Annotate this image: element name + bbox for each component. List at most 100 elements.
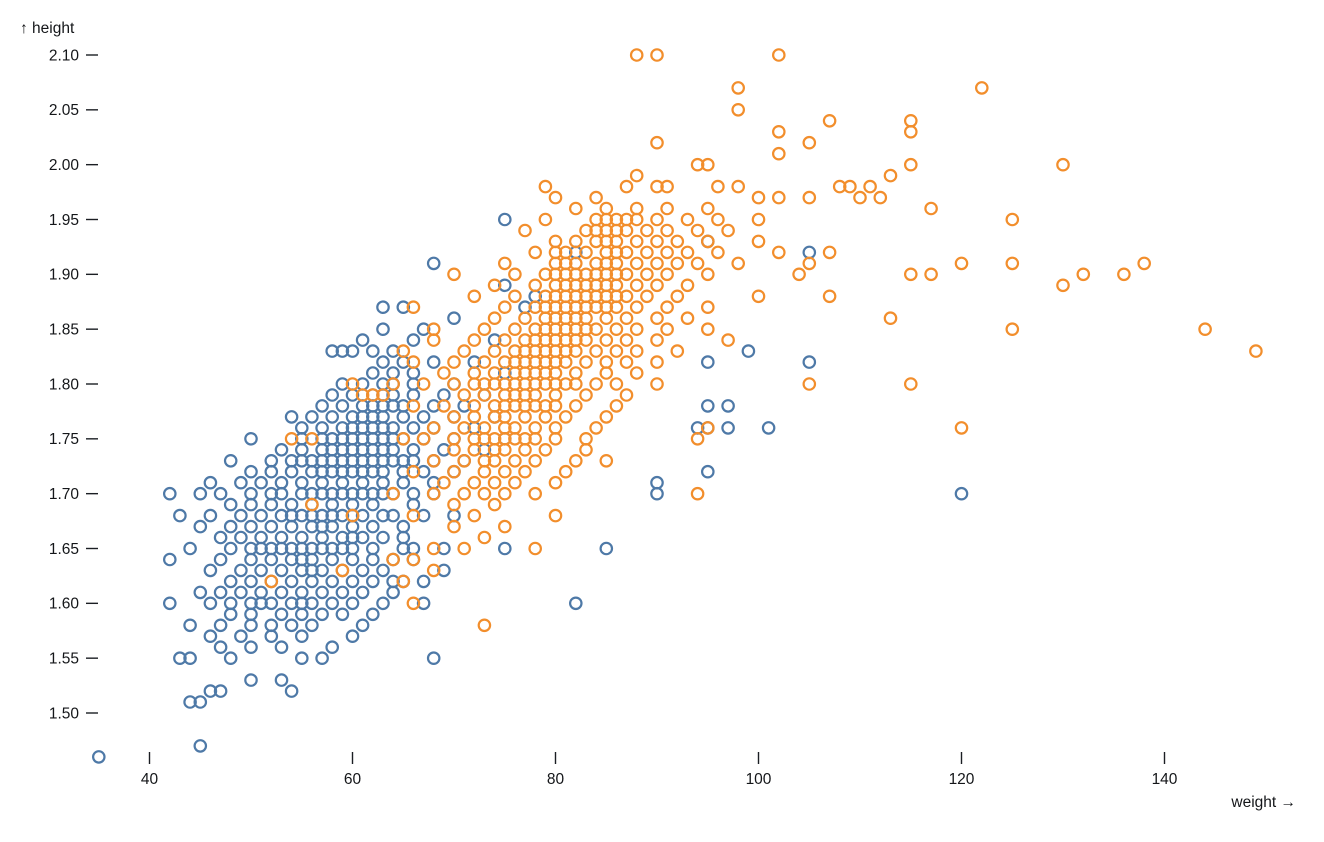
data-point xyxy=(335,585,350,600)
data-point xyxy=(376,596,390,611)
data-point xyxy=(548,421,563,435)
data-point xyxy=(305,574,319,589)
data-point xyxy=(264,574,279,589)
data-point xyxy=(416,464,431,479)
data-point xyxy=(294,651,309,665)
data-point xyxy=(467,475,482,490)
data-point xyxy=(274,585,289,600)
data-point xyxy=(721,223,735,238)
data-point xyxy=(558,410,573,424)
data-point xyxy=(244,607,258,622)
data-point xyxy=(538,410,553,424)
data-point xyxy=(497,256,512,271)
data-point xyxy=(487,399,502,413)
data-point xyxy=(264,519,279,534)
data-point xyxy=(264,541,279,556)
data-point xyxy=(487,344,502,358)
data-point xyxy=(619,333,634,347)
data-point xyxy=(426,333,441,347)
data-point xyxy=(629,322,644,336)
data-point xyxy=(609,344,624,358)
data-point xyxy=(406,333,421,347)
data-point xyxy=(508,453,522,468)
data-point xyxy=(650,486,664,501)
data-point xyxy=(457,388,471,402)
data-point xyxy=(538,212,553,227)
data-point xyxy=(264,453,279,468)
data-point xyxy=(680,212,695,227)
data-point xyxy=(447,377,461,391)
data-point xyxy=(406,399,421,413)
data-point xyxy=(416,431,431,446)
data-point xyxy=(203,475,218,490)
data-point xyxy=(345,377,360,391)
data-point xyxy=(315,563,329,578)
data-point xyxy=(386,585,400,600)
data-point xyxy=(173,651,187,665)
data-point xyxy=(487,278,502,293)
data-point xyxy=(234,629,248,643)
data-point xyxy=(711,212,725,227)
data-point xyxy=(650,48,664,62)
x-tick-label: 120 xyxy=(949,771,975,788)
data-point xyxy=(203,563,218,578)
data-point xyxy=(751,190,766,205)
y-tick-label: 1.60 xyxy=(49,596,80,613)
data-point xyxy=(376,530,390,545)
data-point xyxy=(883,168,898,183)
data-point xyxy=(315,607,329,622)
data-point xyxy=(700,355,715,369)
data-point xyxy=(163,486,177,501)
data-point xyxy=(437,563,451,578)
data-point xyxy=(193,739,208,753)
data-point xyxy=(629,201,644,216)
data-point xyxy=(619,355,634,369)
data-point xyxy=(335,530,350,545)
data-point xyxy=(447,431,461,446)
data-point xyxy=(548,190,563,205)
data-point xyxy=(376,300,390,314)
data-point xyxy=(193,486,208,501)
data-point xyxy=(345,486,360,501)
data-point xyxy=(254,508,268,523)
data-point xyxy=(386,552,400,567)
data-point xyxy=(822,245,837,260)
data-point xyxy=(568,399,583,413)
data-point xyxy=(518,311,532,325)
data-point xyxy=(193,695,208,709)
data-point xyxy=(518,442,532,457)
data-point xyxy=(325,388,339,402)
data-point xyxy=(244,574,258,589)
data-point xyxy=(700,421,715,435)
data-point xyxy=(183,651,197,665)
data-point xyxy=(305,410,319,424)
data-point xyxy=(1005,256,1020,271)
data-point xyxy=(589,344,603,358)
data-point xyxy=(365,541,380,556)
y-tick-label: 2.00 xyxy=(49,157,80,174)
data-point xyxy=(640,245,654,260)
data-point xyxy=(315,508,329,523)
x-tick-label: 140 xyxy=(1152,771,1178,788)
data-point xyxy=(497,300,512,314)
data-point xyxy=(213,552,228,567)
data-point xyxy=(497,519,512,534)
data-point xyxy=(518,464,532,479)
data-point xyxy=(426,399,441,413)
data-point xyxy=(579,223,593,238)
data-point xyxy=(751,289,766,304)
data-point xyxy=(477,421,492,435)
data-point xyxy=(315,530,329,545)
data-point xyxy=(244,618,258,633)
data-point xyxy=(294,508,309,523)
data-point xyxy=(355,475,370,490)
data-point xyxy=(284,464,299,479)
data-point xyxy=(223,453,238,468)
data-point xyxy=(284,596,299,611)
data-point xyxy=(477,464,492,479)
data-point xyxy=(376,563,390,578)
y-tick-label: 1.70 xyxy=(49,486,80,503)
data-point xyxy=(437,442,451,457)
